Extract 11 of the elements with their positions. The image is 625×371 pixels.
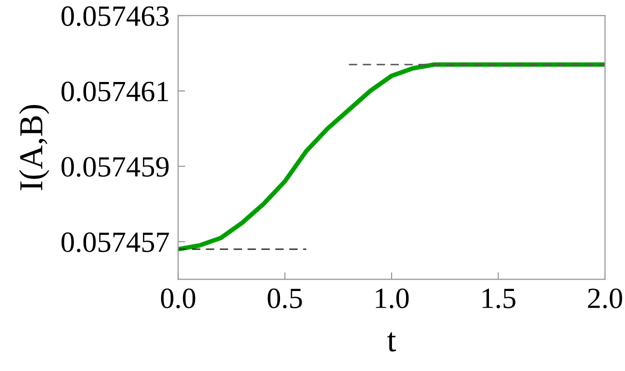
- x-tick-label: 1.0: [376, 288, 409, 308]
- x-axis-title: t: [387, 332, 396, 352]
- y-tick-label: 0.057459: [62, 157, 169, 177]
- y-tick-label: 0.057457: [62, 232, 169, 252]
- x-tick-label: 1.5: [482, 288, 516, 308]
- y-tick-label: 0.057461: [62, 82, 168, 102]
- x-tick-label: 0.0: [161, 288, 196, 308]
- y-tick-label: 0.057463: [62, 6, 169, 26]
- y-axis-title: I(A,B): [19, 104, 50, 190]
- x-tick-label: 0.5: [268, 288, 302, 308]
- x-tick-label: 2.0: [588, 288, 622, 308]
